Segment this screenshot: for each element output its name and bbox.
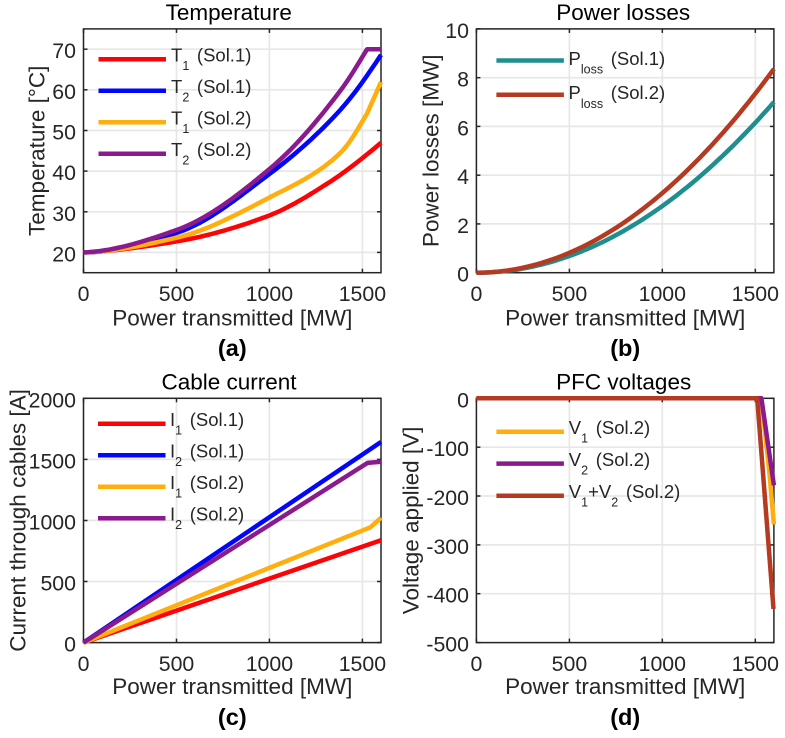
svg-text:500: 500 (552, 282, 588, 306)
svg-text:60: 60 (52, 80, 76, 104)
svg-text:20: 20 (52, 242, 76, 266)
svg-text:Power losses: Power losses (556, 0, 690, 25)
svg-text:(c): (c) (218, 704, 247, 730)
svg-text:(b): (b) (610, 335, 640, 361)
svg-text:1000: 1000 (639, 282, 687, 306)
svg-text:1500: 1500 (732, 652, 780, 676)
svg-text:500: 500 (552, 652, 588, 676)
svg-text:30: 30 (52, 202, 76, 226)
svg-text:1500: 1500 (732, 282, 780, 306)
svg-text:500: 500 (40, 572, 76, 596)
svg-text:1500: 1500 (29, 449, 77, 473)
svg-text:Power losses [MW]: Power losses [MW] (419, 55, 444, 248)
svg-text:0: 0 (78, 282, 90, 306)
svg-text:Temperature: Temperature (166, 0, 292, 25)
svg-text:2000: 2000 (29, 388, 77, 412)
svg-text:10: 10 (445, 19, 469, 43)
svg-text:0: 0 (78, 652, 90, 676)
svg-text:(d): (d) (610, 704, 640, 730)
svg-text:0: 0 (457, 263, 469, 287)
svg-text:Power transmitted [MW]: Power transmitted [MW] (505, 305, 745, 330)
svg-text:V1+V2 (Sol.2): V1+V2 (Sol.2) (569, 481, 681, 510)
svg-text:-200: -200 (426, 486, 469, 510)
svg-text:70: 70 (52, 39, 76, 63)
svg-text:0: 0 (470, 282, 482, 306)
svg-text:8: 8 (457, 68, 469, 92)
svg-text:Temperature [°C]: Temperature [°C] (24, 66, 49, 236)
svg-text:-400: -400 (426, 584, 469, 608)
svg-text:1000: 1000 (246, 282, 294, 306)
svg-text:40: 40 (52, 161, 76, 185)
svg-text:-300: -300 (426, 535, 469, 559)
svg-text:500: 500 (159, 282, 195, 306)
svg-text:PFC voltages: PFC voltages (556, 370, 691, 395)
svg-text:Cable current: Cable current (161, 370, 297, 395)
svg-text:Power transmitted [MW]: Power transmitted [MW] (505, 674, 745, 699)
svg-text:0: 0 (470, 652, 482, 676)
svg-text:1500: 1500 (339, 652, 387, 676)
svg-text:0: 0 (457, 388, 469, 412)
svg-text:2: 2 (457, 214, 469, 238)
svg-text:-500: -500 (426, 633, 469, 657)
svg-text:Current through cables [A]: Current through cables [A] (6, 389, 31, 652)
svg-text:1000: 1000 (29, 511, 77, 535)
svg-text:Voltage applied [V]: Voltage applied [V] (399, 427, 424, 615)
svg-text:4: 4 (457, 165, 469, 189)
svg-text:-100: -100 (426, 437, 469, 461)
svg-text:0: 0 (64, 633, 76, 657)
svg-text:1500: 1500 (339, 282, 387, 306)
svg-text:500: 500 (159, 652, 195, 676)
svg-text:1000: 1000 (246, 652, 294, 676)
svg-text:Power transmitted [MW]: Power transmitted [MW] (112, 674, 352, 699)
svg-text:1000: 1000 (639, 652, 687, 676)
svg-text:(a): (a) (218, 335, 247, 361)
svg-text:Power transmitted [MW]: Power transmitted [MW] (112, 305, 352, 330)
svg-text:6: 6 (457, 116, 469, 140)
svg-text:50: 50 (52, 121, 76, 145)
